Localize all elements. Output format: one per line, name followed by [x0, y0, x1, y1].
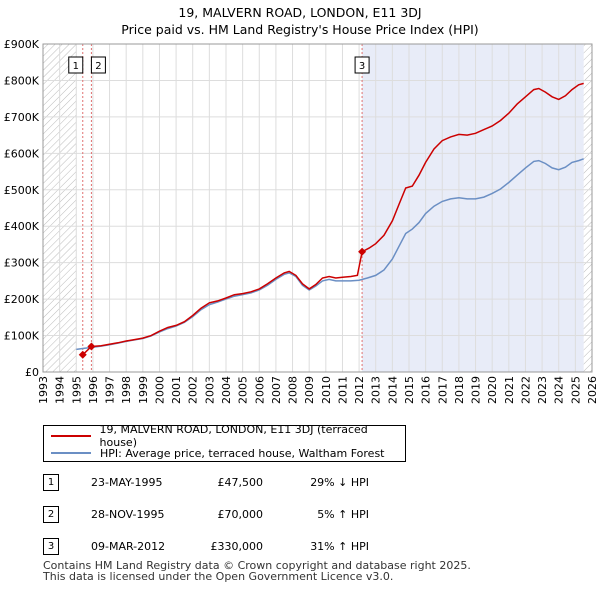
- y-tick-label: £600K: [4, 147, 40, 160]
- footer-line-2: This data is licensed under the Open Gov…: [43, 570, 394, 583]
- sale-number-box: 3: [43, 538, 59, 555]
- sale-points: [78, 247, 367, 359]
- sale-number-box: 1: [43, 474, 59, 491]
- sale-price: £47,500: [217, 476, 264, 489]
- x-tick-label: 2017: [436, 376, 449, 404]
- title-line-2: Price paid vs. HM Land Registry's House …: [121, 22, 479, 37]
- x-tick-label: 2006: [253, 376, 266, 404]
- sale-3-label-box: [354, 56, 370, 74]
- x-tick-label: 2018: [453, 376, 466, 404]
- chart-background-layer: [43, 44, 592, 372]
- legend-property-swatch: [51, 435, 91, 437]
- axes: £0 £100K £200K £300K £400K £500K £600K £700K £80…: [4, 38, 599, 404]
- footer-attribution: Contains HM Land Registry data © Crown c…: [43, 560, 471, 582]
- x-tick-label: 1994: [54, 376, 67, 404]
- x-tick-label: 2021: [503, 376, 516, 404]
- chart-title: 19, MALVERN ROAD, LONDON, E11 3DJ Price …: [0, 4, 600, 38]
- y-tick-label: £700K: [4, 111, 40, 124]
- y-tick-label: £800K: [4, 74, 40, 87]
- hpi-series-line: [76, 158, 584, 351]
- x-tick-label: 2001: [170, 376, 183, 404]
- y-tick-label: £900K: [4, 38, 40, 51]
- x-tick-label: 1993: [37, 376, 50, 404]
- sale-3-label-text: 3: [359, 61, 365, 72]
- x-tick-label: 2026: [586, 376, 599, 404]
- x-tick-label: 2000: [153, 376, 166, 404]
- legend-property-label: 19, MALVERN ROAD, LONDON, E11 3DJ (terra…: [99, 423, 368, 449]
- x-tick-label: 2025: [569, 376, 582, 404]
- x-tick-label: 2007: [270, 376, 283, 404]
- x-tick-label: 2012: [353, 376, 366, 404]
- x-tick-label: 2015: [403, 376, 416, 404]
- x-tick-label: 1995: [70, 376, 83, 404]
- legend-hpi-swatch: [51, 452, 91, 454]
- sale-2-point: [87, 342, 96, 351]
- y-tick-label: £400K: [4, 220, 40, 233]
- series-lines: [76, 82, 584, 356]
- x-tick-label: 2013: [370, 376, 383, 404]
- hatched-region-after-data: [583, 44, 592, 372]
- x-tick-label: 1999: [137, 376, 150, 404]
- x-tick-label: 2008: [287, 376, 300, 404]
- sale-date: 09-MAR-2012: [91, 540, 166, 553]
- x-tick-label: 2020: [486, 376, 499, 404]
- x-tick-label: 2005: [237, 376, 250, 404]
- sale-2-label-box: [90, 56, 106, 74]
- x-tick-label: 2022: [519, 376, 532, 404]
- x-tick-label: 2024: [553, 376, 566, 404]
- x-tick-label: 1997: [104, 376, 117, 404]
- y-tick-label: £300K: [4, 257, 40, 270]
- sale-marker-lines: [82, 44, 363, 372]
- sale-row: 1 23-MAY-1995 £47,500 29% ↓ HPI: [43, 474, 563, 494]
- x-tick-label: 1996: [87, 376, 100, 404]
- x-tick-label: 1998: [120, 376, 133, 404]
- legend-hpi-label: HPI: Average price, terraced house, Walt…: [100, 446, 385, 460]
- sale-hpi-diff: 29% ↓ HPI: [310, 476, 369, 489]
- title-line-1: 19, MALVERN ROAD, LONDON, E11 3DJ: [178, 5, 422, 20]
- price-chart: £0 £100K £200K £300K £400K £500K £600K £700K £80…: [4, 38, 599, 404]
- x-tick-label: 2014: [386, 376, 399, 404]
- y-tick-label: £200K: [4, 293, 40, 306]
- x-tick-label: 2009: [303, 376, 316, 404]
- x-tick-label: 2010: [320, 376, 333, 404]
- sale-2-label-text: 2: [95, 61, 101, 72]
- sale-price: £70,000: [217, 508, 264, 521]
- sale-1-label-text: 1: [73, 61, 79, 72]
- sale-row: 3 09-MAR-2012 £330,000 31% ↑ HPI: [43, 538, 563, 558]
- sale-1-point: [78, 350, 87, 359]
- x-tick-label: 2019: [470, 376, 483, 404]
- post-sale-shaded-region: [362, 44, 584, 372]
- sale-number-box: 2: [43, 506, 59, 523]
- sale-date: 23-MAY-1995: [91, 476, 163, 489]
- gridlines: [42, 43, 593, 373]
- x-tick-label: 2016: [420, 376, 433, 404]
- x-tick-label: 2011: [336, 376, 349, 404]
- legend: 19, MALVERN ROAD, LONDON, E11 3DJ (terra…: [43, 423, 406, 462]
- sale-row: 2 28-NOV-1995 £70,000 5% ↑ HPI: [43, 506, 563, 526]
- legend-item-property: 19, MALVERN ROAD, LONDON, E11 3DJ (terra…: [44, 423, 405, 449]
- footer-line-1: Contains HM Land Registry data © Crown c…: [43, 559, 471, 572]
- x-tick-label: 2002: [187, 376, 200, 404]
- sale-hpi-diff: 5% ↑ HPI: [317, 508, 369, 521]
- legend-item-hpi: HPI: Average price, terraced house, Walt…: [44, 445, 385, 461]
- y-tick-label: £500K: [4, 184, 40, 197]
- sale-3-point: [358, 247, 367, 256]
- sale-date: 28-NOV-1995: [91, 508, 165, 521]
- sale-price: £330,000: [210, 540, 264, 553]
- property-series-line: [82, 82, 584, 356]
- y-tick-label: £0: [25, 366, 39, 379]
- x-tick-label: 2023: [536, 376, 549, 404]
- sale-hpi-diff: 31% ↑ HPI: [310, 540, 369, 553]
- x-tick-label: 2003: [203, 376, 216, 404]
- plot-frame: [42, 43, 593, 373]
- x-tick-label: 2004: [220, 376, 233, 404]
- sale-1-label-box: [68, 56, 84, 74]
- y-tick-label: £100K: [4, 330, 40, 343]
- sale-number-labels: 1 2 3: [68, 56, 370, 74]
